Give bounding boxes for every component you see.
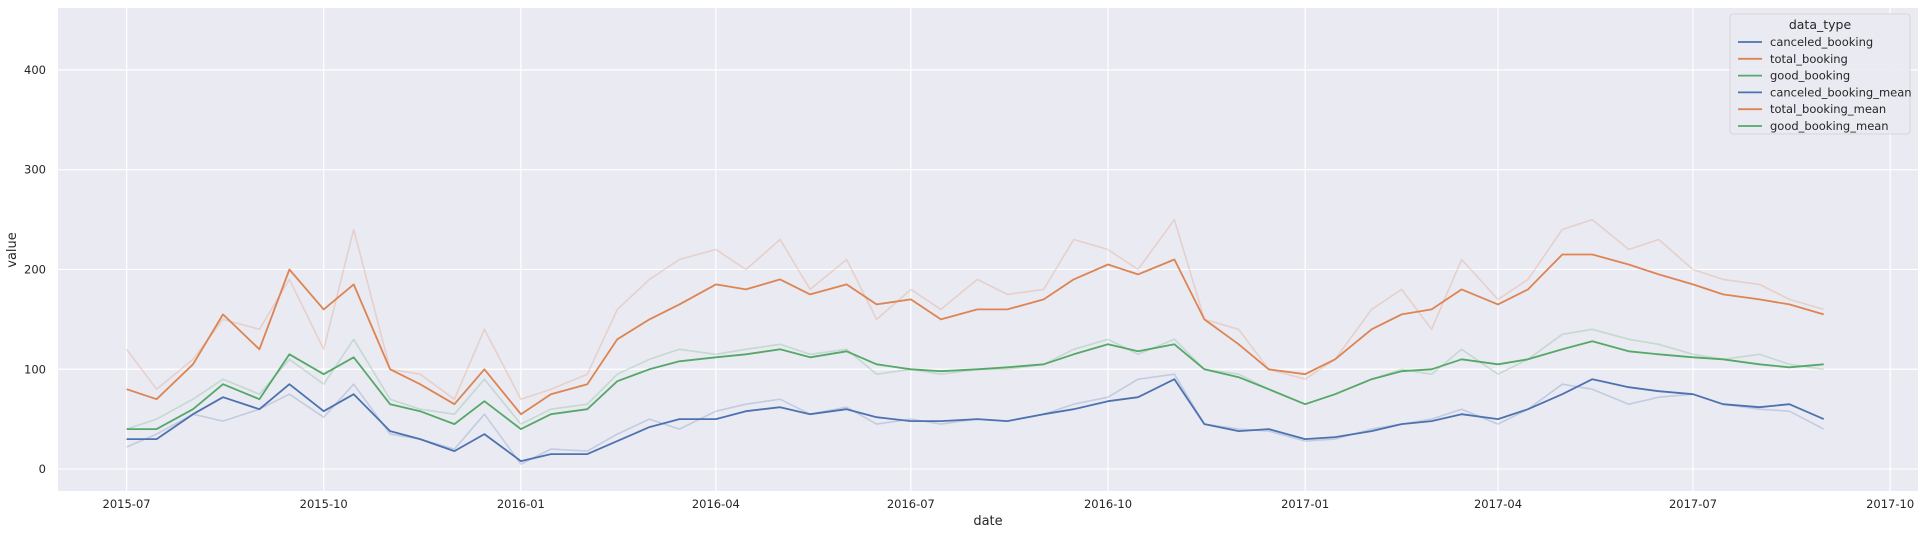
legend-items: canceled_booking total_booking good_bookin… xyxy=(1738,35,1912,133)
grid-lines xyxy=(58,8,1918,491)
x-tick-label: 2016-04 xyxy=(692,497,740,511)
y-tick-label: 300 xyxy=(24,163,46,177)
series-line-good-booking-mean xyxy=(126,340,1824,431)
x-tick-label: 2016-01 xyxy=(497,497,545,511)
plot-area xyxy=(58,8,1918,491)
x-axis-label: date xyxy=(973,514,1002,529)
x-tick-label: 2016-10 xyxy=(1084,497,1132,511)
legend-box xyxy=(1729,13,1911,135)
x-tick-label: 2017-01 xyxy=(1281,497,1329,511)
x-tick-label: 2015-10 xyxy=(300,497,348,511)
legend-item-label: canceled_booking_mean xyxy=(1770,85,1912,99)
legend: data_type canceled_booking total_bookingg… xyxy=(1729,13,1912,135)
x-tick-label: 2017-10 xyxy=(1866,497,1914,511)
x-tick-label: 2016-07 xyxy=(887,497,935,511)
legend-item-label: total_booking_mean xyxy=(1770,102,1886,116)
x-tick-label: 2017-07 xyxy=(1669,497,1717,511)
x-tick-label: 2015-07 xyxy=(103,497,151,511)
legend-item-label: canceled_booking xyxy=(1770,35,1873,49)
series-line-canceled-booking-mean xyxy=(126,378,1825,463)
x-tick-label: 2017-04 xyxy=(1474,497,1522,511)
x-axis-ticks: 2015-07 2015-10 2016-01 2016-04 2016-07 2016-… xyxy=(103,497,1915,511)
mean-series-group xyxy=(126,253,1825,463)
legend-item-label: total_booking xyxy=(1770,52,1848,66)
y-tick-label: 400 xyxy=(24,63,46,77)
series-line-total-booking-mean xyxy=(126,253,1824,416)
legend-item-label: good_booking_mean xyxy=(1770,119,1889,133)
y-tick-label: 0 xyxy=(39,462,46,476)
legend-title: data_type xyxy=(1789,17,1852,32)
y-tick-label: 100 xyxy=(24,362,46,376)
legend-item-label: good_booking xyxy=(1770,69,1850,83)
y-tick-label: 200 xyxy=(24,262,46,276)
y-axis-ticks: 0 100 200 300 400 xyxy=(24,63,46,476)
y-axis-label: value xyxy=(5,232,20,268)
series-line-total-booking xyxy=(125,218,1824,401)
